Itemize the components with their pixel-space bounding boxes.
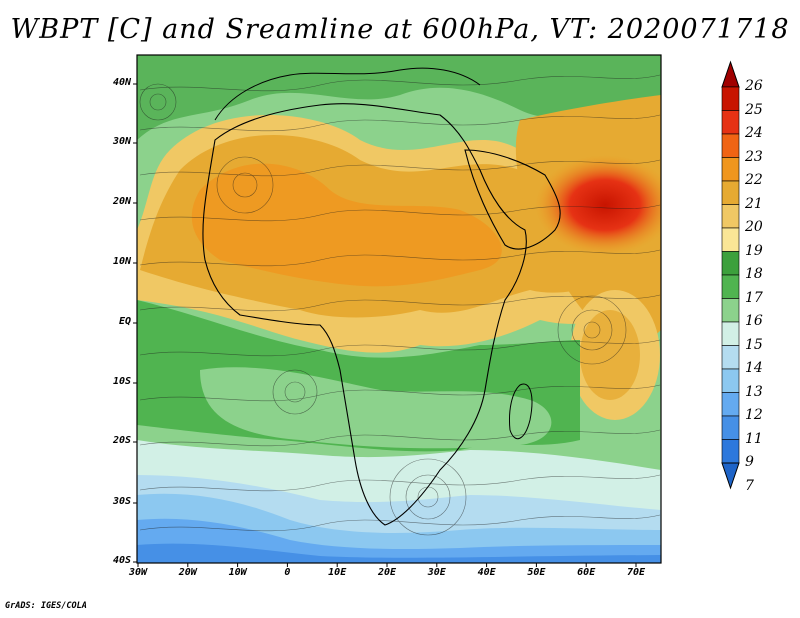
lon-label: 30E bbox=[427, 567, 446, 578]
colorbar-label: 13 bbox=[745, 383, 763, 400]
colorbar-segment bbox=[721, 251, 740, 276]
colorbar-label: 23 bbox=[745, 148, 763, 165]
colorbar-segment bbox=[721, 415, 740, 440]
colorbar-label: 26 bbox=[745, 78, 763, 94]
colorbar-segment bbox=[721, 133, 740, 158]
colorbar-segment bbox=[721, 368, 740, 393]
lon-label: 30W bbox=[128, 567, 148, 578]
lon-label: 40E bbox=[477, 567, 496, 578]
colorbar-label: 18 bbox=[745, 266, 763, 282]
colorbar-segment bbox=[721, 439, 740, 464]
colorbar-label: 7 bbox=[745, 477, 754, 494]
colorbar-label: 20 bbox=[745, 219, 763, 235]
arabia-coastline bbox=[464, 149, 561, 250]
lon-label: 50E bbox=[527, 567, 546, 578]
lat-label: 10N bbox=[112, 256, 131, 267]
africa-coastline bbox=[202, 103, 527, 526]
lat-label: 40N bbox=[112, 77, 131, 88]
credit-text: GrADS: IGES/COLA bbox=[5, 601, 87, 611]
colorbar-segment bbox=[721, 274, 740, 299]
colorbar-segment bbox=[721, 298, 740, 323]
colorbar-segment bbox=[721, 157, 740, 182]
colorbar-segment bbox=[721, 345, 740, 370]
colorbar-label: 22 bbox=[745, 172, 763, 188]
lon-label: 70E bbox=[626, 567, 646, 578]
colorbar-label: 14 bbox=[745, 360, 763, 376]
lat-label: 30N bbox=[112, 136, 131, 147]
europe-coastline bbox=[214, 67, 481, 121]
colorbar-segment bbox=[721, 180, 740, 205]
colorbar-label: 25 bbox=[745, 101, 763, 118]
colorbar-label: 17 bbox=[745, 289, 763, 306]
colorbar-segment bbox=[721, 321, 740, 346]
colorbar-label: 12 bbox=[745, 407, 763, 423]
lon-label: 0 bbox=[284, 567, 291, 578]
lat-label: 30S bbox=[112, 496, 131, 507]
colorbar-label: 16 bbox=[745, 313, 763, 329]
lon-label: 60E bbox=[577, 567, 596, 578]
colorbar-segment bbox=[721, 227, 740, 252]
colorbar-segment bbox=[721, 392, 740, 417]
lon-label: 20W bbox=[178, 567, 197, 578]
lon-label: 10E bbox=[328, 567, 347, 578]
madagascar-coastline bbox=[509, 383, 533, 440]
lat-label: 40S bbox=[112, 555, 131, 566]
colorbar-label: 9 bbox=[745, 454, 754, 470]
lat-label: 10S bbox=[112, 376, 131, 387]
colorbar-segment bbox=[721, 86, 740, 111]
lon-label: 10W bbox=[228, 567, 247, 578]
colorbar-label: 24 bbox=[745, 125, 763, 141]
colorbar bbox=[721, 60, 740, 490]
colorbar-label: 19 bbox=[745, 242, 763, 259]
colorbar-min-arrow bbox=[721, 462, 740, 490]
colorbar-label: 15 bbox=[745, 336, 763, 353]
colorbar-segment bbox=[721, 204, 740, 229]
colorbar-max-arrow bbox=[721, 60, 740, 88]
lat-label: 20N bbox=[112, 196, 131, 207]
lat-label: 20S bbox=[112, 435, 131, 446]
wbpt-field bbox=[137, 55, 661, 563]
map-frame bbox=[136, 54, 662, 564]
lon-label: 20E bbox=[377, 567, 397, 578]
lat-label: EQ bbox=[118, 316, 131, 327]
colorbar-label: 11 bbox=[745, 430, 763, 447]
chart-title: WBPT [C] and Sreamline at 600hPa, VT: 20… bbox=[10, 14, 790, 45]
colorbar-segment bbox=[721, 110, 740, 135]
colorbar-label: 21 bbox=[745, 195, 763, 212]
